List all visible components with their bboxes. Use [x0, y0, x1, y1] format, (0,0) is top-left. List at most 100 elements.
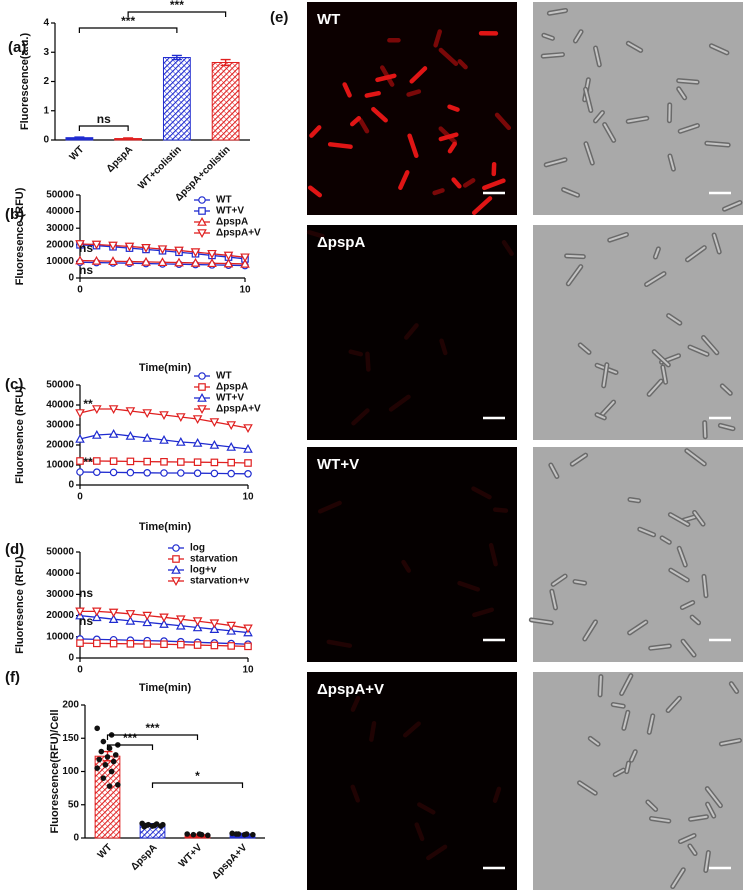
data-point [106, 783, 113, 789]
cell-core [599, 675, 602, 696]
cell-core [681, 601, 694, 609]
y-tick-label: 40000 [46, 400, 74, 411]
cell [426, 844, 448, 861]
cell-core [649, 644, 671, 650]
y-axis-label: Fluorescence(RFU)/Cell [49, 709, 61, 833]
cell [409, 66, 428, 84]
cell [451, 177, 462, 189]
marker [210, 641, 219, 650]
x-tick-label: WT [68, 144, 87, 163]
error-bar [74, 136, 85, 139]
data-point [115, 782, 121, 788]
panel-label: (a) [8, 39, 26, 56]
data-point [102, 762, 109, 768]
marker [226, 441, 237, 451]
cell [482, 178, 506, 191]
y-tick-label: 200 [62, 700, 79, 711]
marker [91, 405, 102, 415]
cell [414, 822, 425, 842]
marker [124, 242, 135, 252]
marker [175, 615, 186, 625]
data-point [229, 830, 235, 837]
x-tick-label: 0 [77, 285, 83, 296]
cell [365, 351, 371, 372]
cell [501, 239, 514, 256]
marker [177, 469, 185, 477]
cell-core [620, 674, 632, 695]
cell-core [688, 346, 709, 356]
marker [209, 439, 220, 449]
cell-core [720, 739, 741, 745]
fluorescence-image [307, 2, 517, 215]
cell [348, 349, 364, 357]
data-point [190, 831, 197, 838]
cell-core [548, 9, 567, 15]
marker [92, 457, 101, 465]
data-point [96, 756, 103, 763]
marker [190, 257, 201, 267]
brightfield-image [533, 672, 743, 890]
x-axis-label: Time(min) [139, 521, 192, 533]
image-label: WT+V [317, 456, 359, 473]
brightfield-image [533, 225, 743, 440]
data-point [141, 823, 148, 830]
legend-marker [197, 405, 207, 415]
x-tick-label: 0 [77, 492, 83, 503]
y-tick-label: 2 [43, 76, 49, 87]
x-axis-label: Time(min) [139, 682, 192, 694]
marker [109, 468, 118, 477]
cell [371, 106, 388, 123]
y-tick-label: 0 [73, 833, 79, 844]
marker [192, 415, 203, 425]
legend-label: WT+V [216, 206, 244, 217]
cell-core [594, 47, 601, 66]
cell [317, 500, 342, 514]
marker [226, 621, 237, 631]
annotation: ns [79, 614, 93, 628]
cell [369, 720, 377, 742]
cell-core [622, 711, 629, 730]
cell-core [654, 247, 660, 258]
cell-core [608, 233, 628, 242]
cell-core [685, 449, 706, 465]
cell-core [667, 314, 681, 325]
cell-core [594, 111, 604, 122]
cell [471, 196, 493, 216]
cell-core [628, 621, 647, 634]
annotation: *** [123, 731, 137, 745]
legend-marker [197, 229, 207, 239]
y-tick-label: 50000 [46, 380, 74, 391]
cell [388, 394, 411, 412]
marker [175, 436, 186, 446]
marker [108, 614, 119, 624]
bracket [106, 734, 199, 740]
cell-core [689, 815, 708, 821]
x-tick-label: ΔpspA [105, 144, 136, 175]
data-point [250, 831, 256, 838]
annotation: ns [79, 263, 93, 277]
data-point [112, 752, 119, 758]
legend-marker [172, 544, 180, 552]
y-tick-label: 20000 [46, 610, 74, 621]
marker [209, 619, 220, 629]
x-tick-label: ΔpspA [129, 842, 160, 873]
marker [125, 407, 136, 417]
legend-marker [198, 207, 206, 215]
bracket [78, 125, 129, 131]
marker [177, 458, 185, 466]
legend-marker [171, 577, 181, 587]
marker [157, 245, 168, 255]
cell-core [530, 618, 553, 624]
cell-core [583, 620, 597, 640]
cell-core [542, 53, 564, 58]
y-tick-label: 0 [68, 273, 74, 284]
cell-core [562, 188, 579, 197]
marker [192, 617, 203, 627]
cell [471, 486, 492, 500]
legend-label: WT [216, 195, 232, 206]
cell-core [549, 464, 558, 478]
marker [159, 613, 169, 623]
cell [439, 338, 448, 356]
x-tick-label: 10 [242, 492, 254, 503]
